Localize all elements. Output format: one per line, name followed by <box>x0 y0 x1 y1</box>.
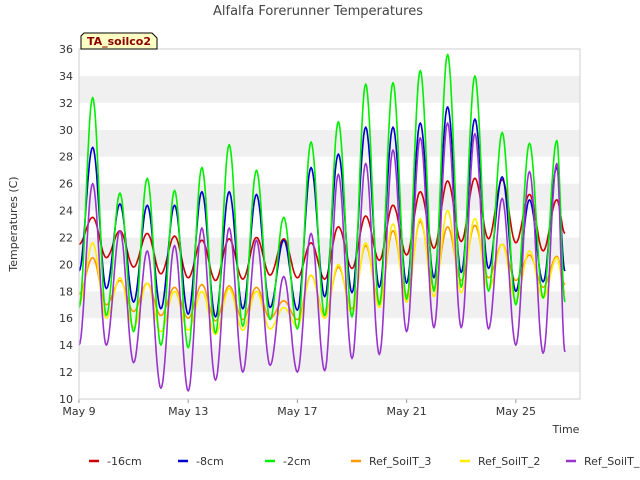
legend-item: -8cm <box>178 455 224 468</box>
x-tick-label: May 13 <box>168 405 208 418</box>
legend-item: Ref_SoilT_3 <box>351 455 431 468</box>
legend-label: -2cm <box>283 455 311 468</box>
y-tick-label: 12 <box>59 366 73 379</box>
series-line-ref-soilt-1 <box>78 122 566 392</box>
x-axis-label: Time <box>552 423 580 436</box>
y-tick-label: 36 <box>59 43 73 56</box>
tag-box: TA_soilco2 <box>80 32 158 50</box>
legend-item: Ref_SoilT_1 <box>566 455 640 468</box>
y-tick-label: 14 <box>59 339 73 352</box>
grid-band <box>79 49 580 76</box>
legend-item: -16cm <box>89 455 142 468</box>
y-tick-label: 22 <box>59 231 73 244</box>
y-axis-label: Temperatures (C) <box>7 176 20 272</box>
grid-band <box>79 102 580 130</box>
y-tick-label: 34 <box>59 70 73 83</box>
legend-label: -8cm <box>196 455 224 468</box>
grid-band <box>79 129 580 157</box>
y-tick-label: 32 <box>59 97 73 110</box>
grid-band <box>79 345 580 373</box>
series-line--16cm <box>78 177 566 282</box>
y-tick-label: 26 <box>59 178 73 191</box>
y-tick-label: 28 <box>59 151 73 164</box>
y-tick-label: 24 <box>59 205 73 218</box>
legend-item: -2cm <box>265 455 311 468</box>
y-axis: 10 12 14 16 18 20 22 24 26 28 30 32 34 36 <box>59 43 73 406</box>
x-tick-label: May 21 <box>387 405 427 418</box>
legend: -16cm -8cm -2cm Ref_SoilT_3 Ref_SoilT_2 Ref_S… <box>89 455 640 468</box>
x-tick-label: May 17 <box>277 405 317 418</box>
legend-label: Ref_SoilT_3 <box>369 455 431 468</box>
legend-item: Ref_SoilT_2 <box>460 455 540 468</box>
x-tick-label: May 25 <box>496 405 536 418</box>
grid-band <box>79 156 580 184</box>
y-tick-label: 20 <box>59 258 73 271</box>
x-tick-label: May 9 <box>62 405 95 418</box>
grid-band <box>79 75 580 103</box>
y-tick-label: 18 <box>59 285 73 298</box>
legend-label: Ref_SoilT_1 <box>584 455 640 468</box>
series-line--2cm <box>78 53 566 349</box>
series-line--8cm <box>78 106 566 318</box>
legend-label: Ref_SoilT_2 <box>478 455 540 468</box>
plot-background <box>79 49 580 399</box>
x-axis: May 9 May 13 May 17 May 21 May 25 <box>62 399 536 418</box>
legend-label: -16cm <box>107 455 142 468</box>
grid-band <box>79 372 580 399</box>
y-tick-label: 10 <box>59 393 73 406</box>
chart-title: Alfalfa Forerunner Temperatures <box>213 4 423 19</box>
plot-frame <box>78 48 581 400</box>
tag-label: TA_soilco2 <box>87 35 151 48</box>
series-lines <box>78 53 566 392</box>
y-tick-label: 30 <box>59 124 73 137</box>
y-tick-label: 16 <box>59 312 73 325</box>
